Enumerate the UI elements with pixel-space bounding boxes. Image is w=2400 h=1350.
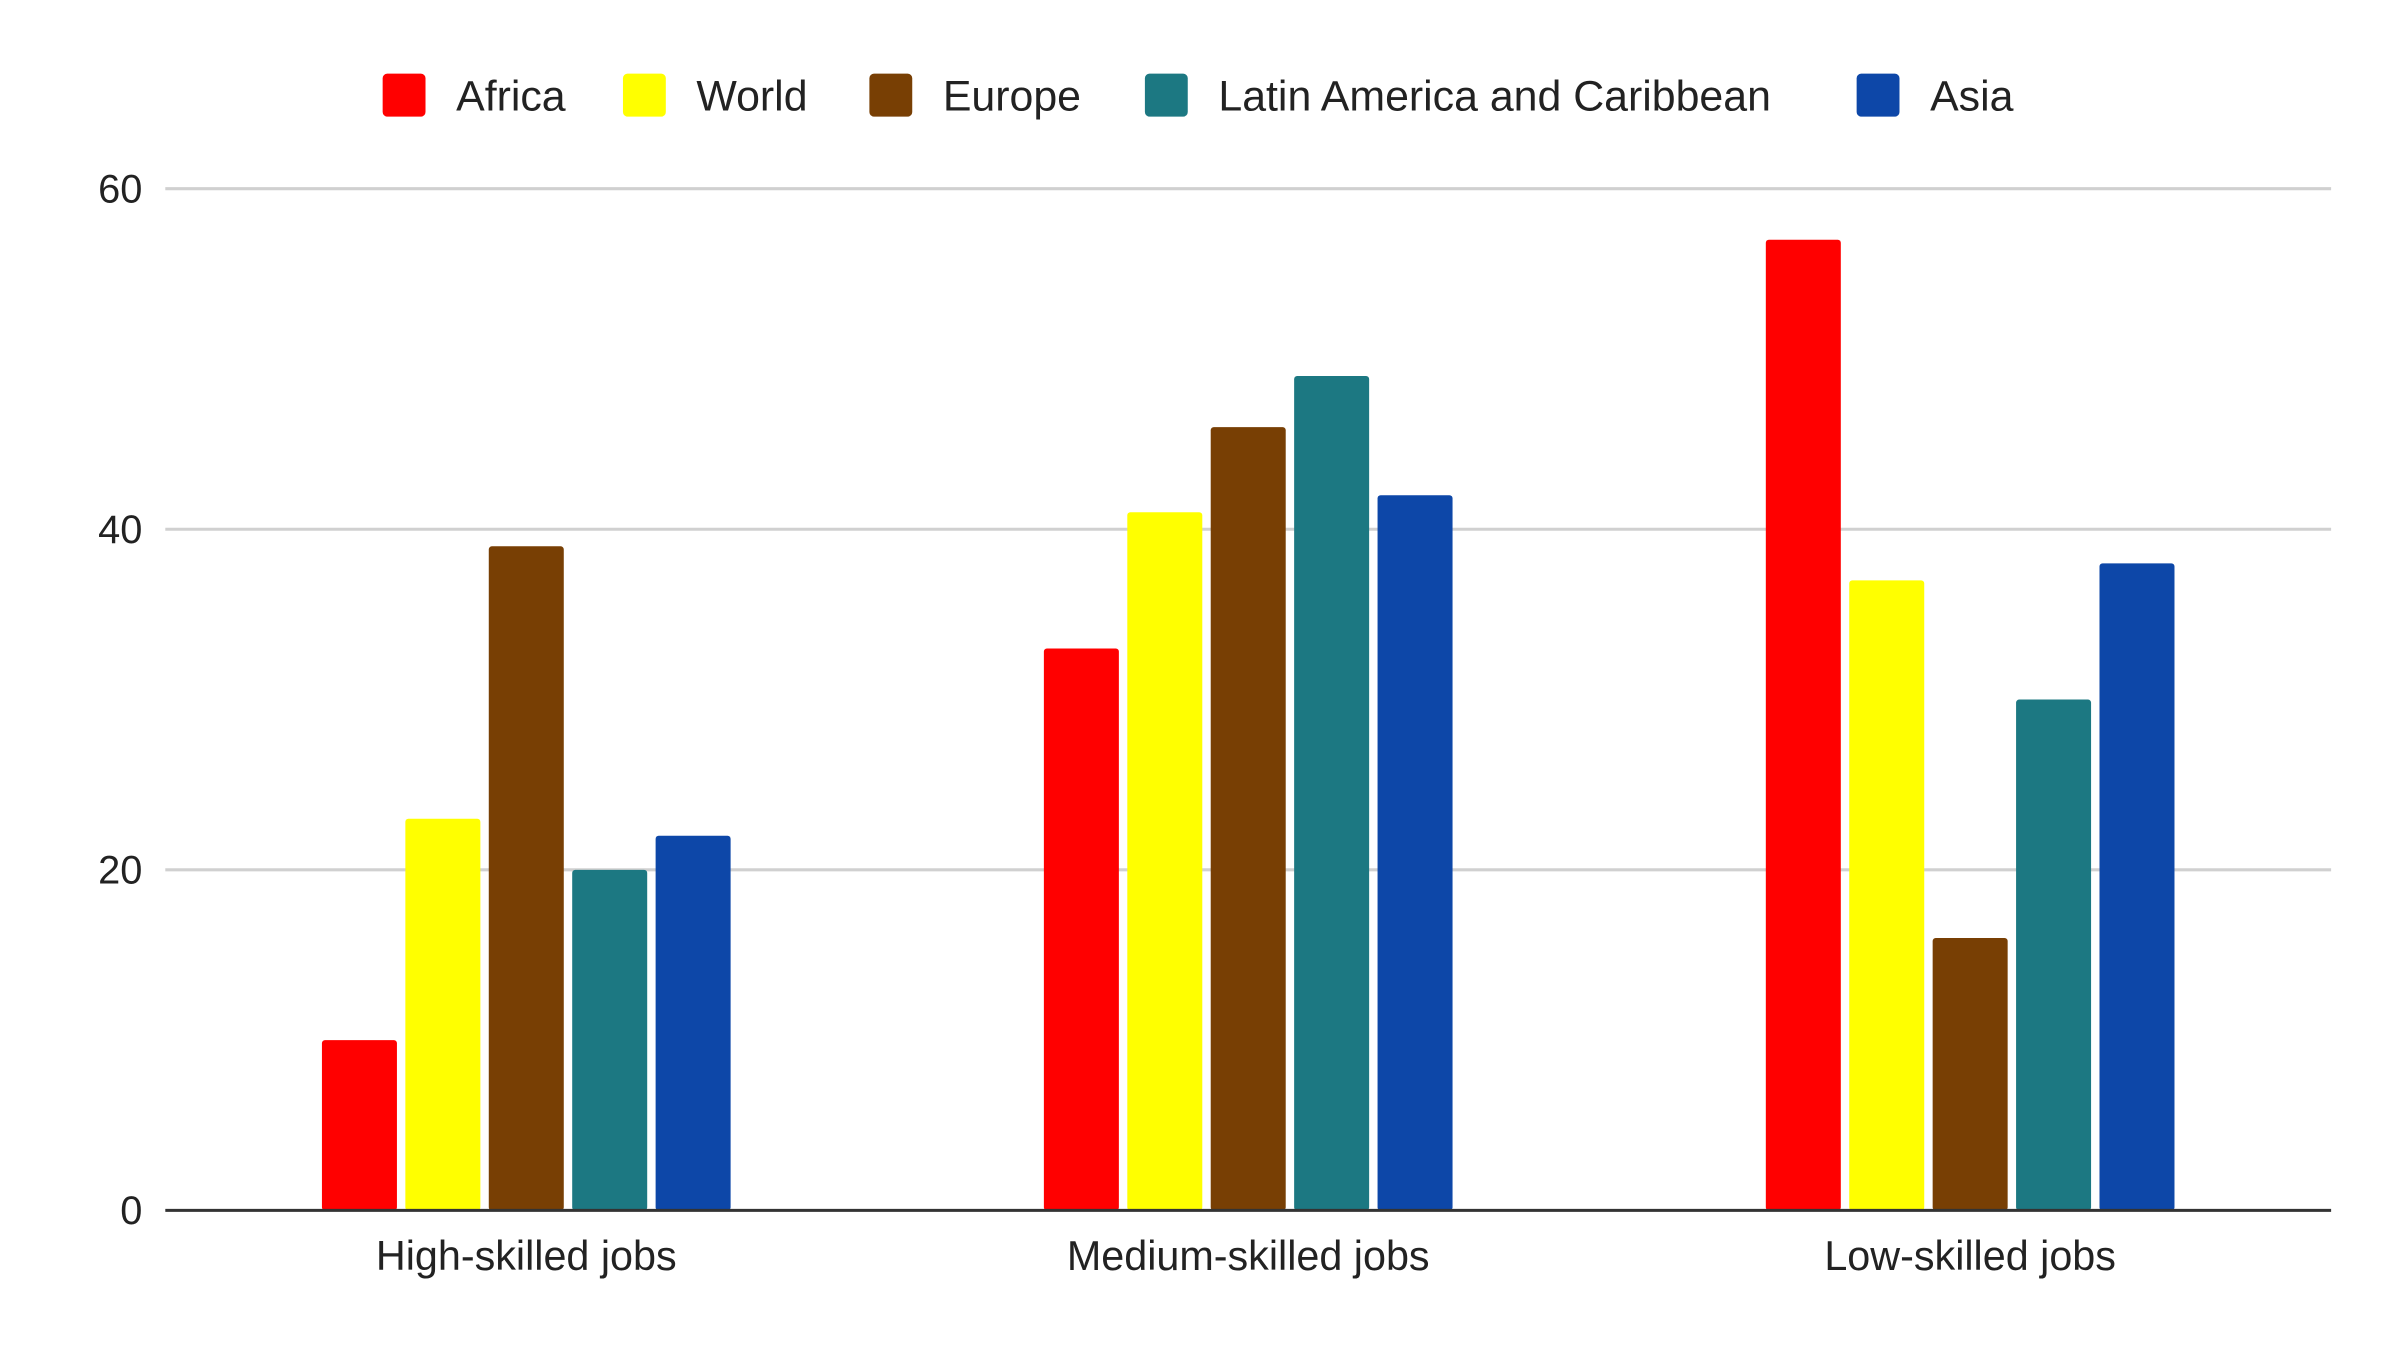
y-axis-ticks: 0 20 40 60	[98, 167, 142, 1233]
x-tick-label: Low-skilled jobs	[1824, 1233, 2116, 1279]
legend-item: World	[622, 72, 808, 120]
bar-asia-0	[655, 835, 731, 1211]
bar-latin-america-and-caribbean-0	[572, 869, 648, 1211]
x-axis-ticks: High-skilled jobs Medium-skilled jobs Low-…	[376, 1233, 2116, 1279]
bar-asia-2	[2099, 563, 2175, 1211]
legend-label: Asia	[1930, 72, 2013, 120]
bar-africa-0	[321, 1040, 397, 1211]
bar-europe-0	[488, 546, 564, 1211]
legend-item: Asia	[1856, 72, 2014, 120]
bar-world-1	[1127, 512, 1203, 1211]
legend: Africa World Europe Latin America and Carib…	[382, 72, 2014, 120]
legend-label: Africa	[456, 72, 566, 120]
y-tick-label: 60	[98, 167, 142, 211]
bar-africa-1	[1043, 648, 1119, 1211]
x-tick-label: High-skilled jobs	[376, 1233, 677, 1279]
legend-swatch	[869, 73, 913, 117]
bar-latin-america-and-caribbean-2	[2016, 699, 2092, 1211]
y-tick-label: 40	[98, 508, 142, 552]
legend-swatch	[1144, 73, 1188, 117]
legend-item: Africa	[382, 72, 566, 120]
bar-europe-2	[1932, 937, 2008, 1211]
legend-swatch	[1856, 73, 1900, 117]
legend-label: World	[696, 72, 807, 120]
legend-swatch	[622, 73, 666, 117]
bar-latin-america-and-caribbean-1	[1294, 376, 1370, 1211]
legend-item: Latin America and Caribbean	[1144, 72, 1771, 120]
y-tick-label: 20	[98, 849, 142, 893]
legend-item: Europe	[869, 72, 1081, 120]
legend-label: Europe	[943, 72, 1081, 120]
x-tick-label: Medium-skilled jobs	[1067, 1233, 1430, 1279]
y-tick-label: 0	[120, 1189, 142, 1233]
bars	[321, 239, 2175, 1211]
bar-asia-1	[1377, 495, 1453, 1211]
bar-world-0	[405, 818, 481, 1211]
bar-europe-1	[1210, 427, 1286, 1211]
bar-africa-2	[1765, 239, 1841, 1211]
legend-swatch	[382, 73, 426, 117]
legend-label: Latin America and Caribbean	[1218, 72, 1771, 120]
bar-world-2	[1849, 580, 1925, 1211]
